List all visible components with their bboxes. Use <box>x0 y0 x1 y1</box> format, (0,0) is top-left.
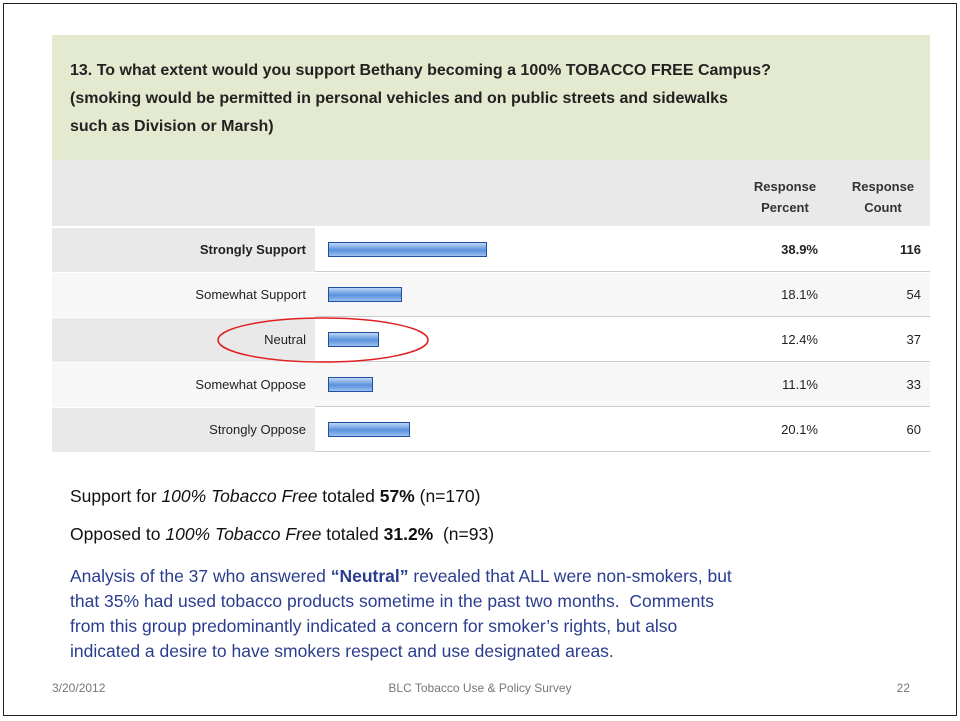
row-label: Somewhat Support <box>52 273 315 317</box>
response-count: 54 <box>906 287 921 302</box>
row-label: Strongly Oppose <box>52 408 315 452</box>
header-text: Response <box>851 179 915 194</box>
question-box: 13. To what extent would you support Bet… <box>52 35 930 160</box>
summary-segment: 57% <box>379 486 415 506</box>
header-text: Percent <box>761 200 809 215</box>
summary-segment: 100% Tobacco Free <box>165 524 322 544</box>
table-row: Somewhat Support 18.1% 54 <box>52 273 930 317</box>
response-count: 33 <box>906 377 921 392</box>
analysis-text: Analysis of the 37 who answered “Neutral… <box>70 564 732 664</box>
bar <box>328 332 379 347</box>
response-count: 116 <box>900 242 921 257</box>
header-text: Count <box>864 200 902 215</box>
bar <box>328 422 411 437</box>
bar <box>328 377 374 392</box>
table-row: Neutral 12.4% 37 <box>52 318 930 362</box>
analysis-line: indicated a desire to have smokers respe… <box>70 641 614 661</box>
analysis-segment: revealed that ALL were non-smokers, but <box>408 566 732 586</box>
analysis-segment: Analysis of the 37 who answered <box>70 566 331 586</box>
footer-date: 3/20/2012 <box>52 681 106 695</box>
bar <box>328 287 403 302</box>
table-row: Strongly Oppose 20.1% 60 <box>52 408 930 452</box>
analysis-segment: “Neutral” <box>330 566 409 586</box>
table-row: Strongly Support 38.9% 116 <box>52 228 930 272</box>
slide-frame <box>3 3 957 716</box>
summary-segment: totaled <box>317 486 380 506</box>
response-percent: 12.4% <box>781 332 818 347</box>
response-count: 60 <box>906 422 921 437</box>
response-count: 37 <box>906 332 921 347</box>
summary-line: Support for 100% Tobacco Free totaled 57… <box>70 486 480 507</box>
question-line: such as Division or Marsh) <box>70 118 274 135</box>
table-row: Somewhat Oppose 11.1% 33 <box>52 363 930 407</box>
row-label: Somewhat Oppose <box>52 363 315 407</box>
response-percent: 38.9% <box>781 242 818 257</box>
summary-segment: 31.2% <box>383 524 434 544</box>
question-line: 13. To what extent would you support Bet… <box>70 62 771 79</box>
summary-segment: Opposed to <box>70 524 166 544</box>
analysis-line: Analysis of the 37 who answered “Neutral… <box>70 564 732 589</box>
footer-page: 22 <box>896 681 910 695</box>
summary-segment: (n=170) <box>414 486 481 506</box>
response-percent: 20.1% <box>781 422 818 437</box>
row-label: Neutral <box>52 318 315 362</box>
response-percent: 18.1% <box>781 287 818 302</box>
summary-line: Opposed to 100% Tobacco Free totaled 31.… <box>70 524 494 545</box>
analysis-line: from this group predominantly indicated … <box>70 616 678 636</box>
header-text: Response <box>753 179 817 194</box>
summary-segment: (n=93) <box>433 524 495 544</box>
table-header: Response Percent Response Count <box>52 160 930 226</box>
summary-segment: 100% Tobacco Free <box>161 486 318 506</box>
header-percent: Response Percent <box>740 176 830 218</box>
header-count: Response Count <box>838 176 928 218</box>
row-label: Strongly Support <box>52 228 315 272</box>
response-percent: 11.1% <box>782 377 818 392</box>
footer-title: BLC Tobacco Use & Policy Survey <box>388 681 572 695</box>
analysis-line: that 35% had used tobacco products somet… <box>70 591 714 611</box>
bar <box>328 242 488 257</box>
summary-segment: totaled <box>321 524 384 544</box>
question-line: (smoking would be permitted in personal … <box>70 90 728 107</box>
summary-segment: Support for <box>70 486 162 506</box>
